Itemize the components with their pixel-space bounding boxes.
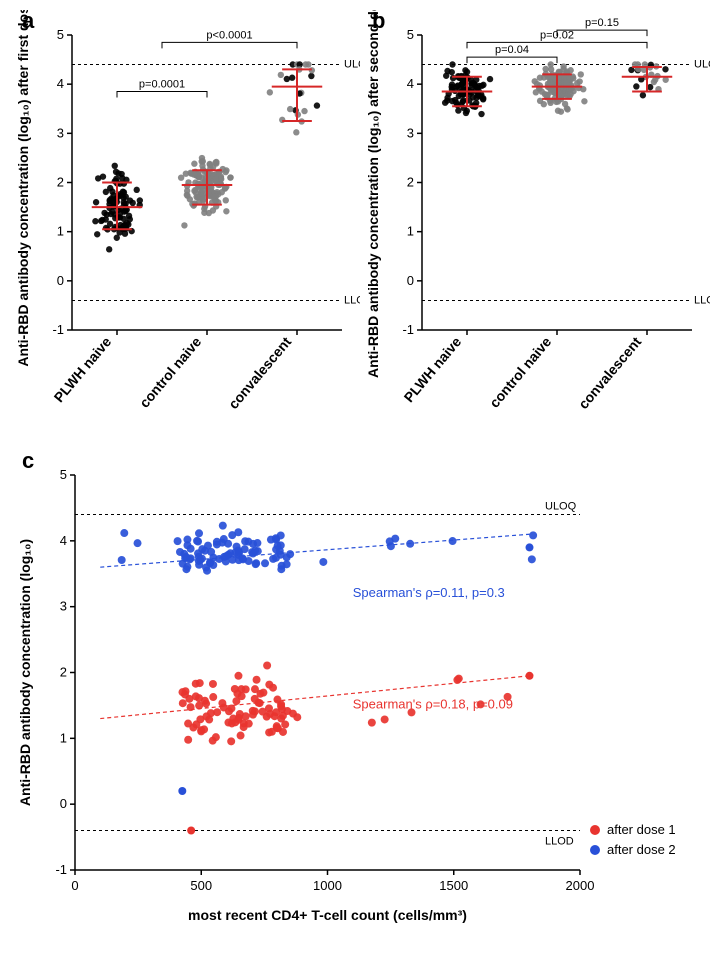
svg-text:0: 0 [60,796,67,811]
svg-text:after dose 1: after dose 1 [607,822,676,837]
svg-text:-1: -1 [402,322,414,337]
svg-text:control naive: control naive [486,333,554,410]
svg-text:5: 5 [57,27,64,42]
svg-text:1: 1 [60,730,67,745]
panel-c: c -1 0 1 2 3 4 5 0 500 1000 1500 2000 most recent CD… [10,450,710,930]
svg-text:ULOQ: ULOQ [545,501,577,513]
svg-text:Anti-RBD antibody concentratio: Anti-RBD antibody concentration (log₁₀) [17,539,33,806]
svg-text:p=0.04: p=0.04 [495,44,529,56]
chart-a: -1 0 1 2 3 4 5 Anti-RBD antibody concentration … [10,10,360,440]
svg-text:p=0.0001: p=0.0001 [139,79,185,91]
svg-text:5: 5 [407,27,414,42]
svg-text:after dose 2: after dose 2 [607,842,676,857]
svg-text:3: 3 [57,125,64,140]
svg-text:LLOD: LLOD [694,295,710,307]
svg-text:2000: 2000 [566,878,595,893]
svg-text:4: 4 [57,76,64,91]
svg-text:p<0.0001: p<0.0001 [206,29,252,41]
svg-text:4: 4 [407,76,414,91]
svg-text:4: 4 [60,533,67,548]
svg-text:Anti-RBD antibody concentratio: Anti-RBD antibody concentration (log₁₀) … [365,10,381,378]
svg-text:PLWH naive: PLWH naive [401,333,465,405]
panel-c-label: c [22,448,34,474]
svg-text:0: 0 [407,273,414,288]
svg-text:3: 3 [60,599,67,614]
svg-text:LLOD: LLOD [344,295,360,307]
svg-text:1: 1 [407,224,414,239]
svg-text:3: 3 [407,125,414,140]
svg-text:500: 500 [190,878,212,893]
svg-text:Spearman's ρ=0.11, p=0.3: Spearman's ρ=0.11, p=0.3 [353,585,505,600]
svg-text:ULOQ: ULOQ [344,59,360,71]
svg-text:2: 2 [57,175,64,190]
panel-a: a -1 0 1 2 3 4 5 Anti-RBD antibody concentratio… [10,10,360,440]
svg-text:Spearman's ρ=0.18, p=0.09: Spearman's ρ=0.18, p=0.09 [353,697,513,712]
chart-b: -1 0 1 2 3 4 5 Anti-RBD antibody concentration … [360,10,710,440]
svg-text:0: 0 [57,273,64,288]
panel-b-label: b [372,8,385,34]
svg-text:1: 1 [57,224,64,239]
svg-text:0: 0 [71,878,78,893]
svg-text:-1: -1 [52,322,64,337]
svg-text:PLWH naive: PLWH naive [51,333,115,405]
svg-text:1000: 1000 [313,878,342,893]
svg-text:Anti-RBD antibody concentratio: Anti-RBD antibody concentration (log₁₀) … [15,10,31,367]
svg-text:ULOQ: ULOQ [694,59,710,71]
chart-c: -1 0 1 2 3 4 5 0 500 1000 1500 2000 most recent CD4+… [10,450,710,930]
svg-text:convalescent: convalescent [225,333,294,411]
svg-text:control naive: control naive [136,333,204,410]
panel-b: b -1 0 1 2 3 4 5 Anti-RBD antibody concentratio… [360,10,710,440]
panel-a-label: a [22,8,34,34]
svg-text:most recent CD4+ T-cell count: most recent CD4+ T-cell count (cells/mm³… [188,907,467,923]
svg-text:2: 2 [60,665,67,680]
svg-text:5: 5 [60,467,67,482]
svg-text:-1: -1 [55,862,67,877]
svg-text:p=0.15: p=0.15 [585,17,619,29]
svg-text:2: 2 [407,175,414,190]
svg-text:convalescent: convalescent [575,333,644,411]
svg-text:1500: 1500 [439,878,468,893]
svg-text:LLOD: LLOD [545,836,574,848]
